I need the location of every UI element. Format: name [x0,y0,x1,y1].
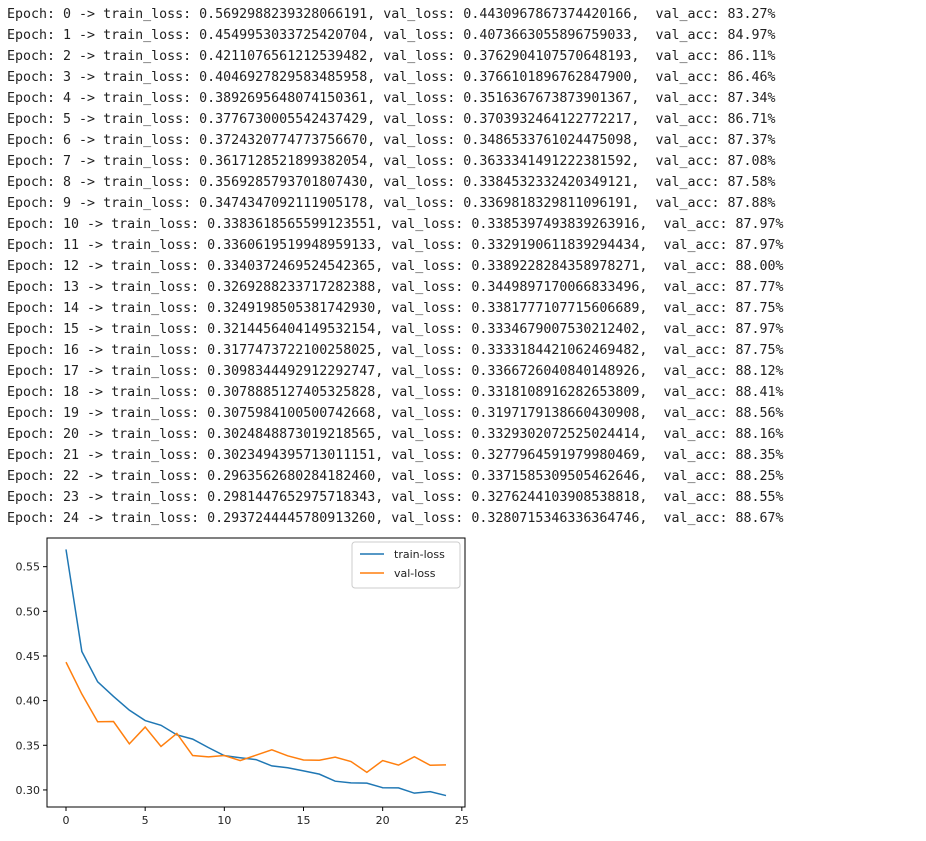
log-line: Epoch: 8 -> train_loss: 0.35692857937018… [7,175,776,190]
y-axis-ticks: 0.30 0.35 0.40 0.45 0.50 0.55 [16,561,47,797]
log-line: Epoch: 2 -> train_loss: 0.42110765612125… [7,49,776,64]
loss-chart: 0 5 10 15 20 25 0.30 0.35 0.40 0.45 0.50 0.55 trai… [16,537,469,827]
y-tick-label: 0.55 [16,561,41,574]
log-line: Epoch: 12 -> train_loss: 0.3340372469524… [7,259,784,274]
log-line: Epoch: 6 -> train_loss: 0.37243207747737… [7,133,776,148]
x-tick-label: 15 [297,814,311,827]
legend: train-loss val-loss [351,541,461,589]
x-tick-label: 10 [217,814,231,827]
log-line: Epoch: 21 -> train_loss: 0.3023494395713… [7,448,784,463]
plot-frame [46,537,466,808]
x-tick-label: 20 [376,814,390,827]
x-tick-label: 25 [455,814,469,827]
y-tick-label: 0.30 [16,784,41,797]
log-line: Epoch: 23 -> train_loss: 0.2981447652975… [7,490,784,505]
log-line: Epoch: 13 -> train_loss: 0.3269288233717… [7,280,784,295]
log-line: Epoch: 5 -> train_loss: 0.37767300055424… [7,112,776,127]
y-tick-label: 0.35 [16,739,41,752]
log-line: Epoch: 1 -> train_loss: 0.45499530337254… [7,28,776,43]
log-line: Epoch: 19 -> train_loss: 0.3075984100500… [7,406,784,421]
log-line: Epoch: 14 -> train_loss: 0.3249198505381… [7,301,784,316]
series-lines [65,549,447,797]
log-line: Epoch: 15 -> train_loss: 0.3214456404149… [7,322,784,337]
series-line-train-loss [65,549,447,797]
log-line: Epoch: 3 -> train_loss: 0.40469278295834… [7,70,776,85]
log-line: Epoch: 18 -> train_loss: 0.3078885127405… [7,385,784,400]
legend-label-train-loss: train-loss [394,548,445,561]
x-tick-label: 0 [63,814,70,827]
log-line: Epoch: 10 -> train_loss: 0.3383618565599… [7,217,784,232]
log-line: Epoch: 24 -> train_loss: 0.2937244445780… [7,511,784,526]
y-tick-label: 0.45 [16,650,41,663]
log-line: Epoch: 22 -> train_loss: 0.2963562680284… [7,469,784,484]
log-line: Epoch: 17 -> train_loss: 0.3098344492912… [7,364,784,379]
series-line-val-loss [65,661,447,774]
log-line: Epoch: 0 -> train_loss: 0.56929882393280… [7,7,776,22]
y-tick-label: 0.40 [16,695,41,708]
y-tick-label: 0.50 [16,605,41,618]
log-line: Epoch: 20 -> train_loss: 0.3024848873019… [7,427,784,442]
log-line: Epoch: 4 -> train_loss: 0.38926956480741… [7,91,776,106]
legend-label-val-loss: val-loss [394,567,436,580]
x-tick-label: 5 [142,814,149,827]
log-line: Epoch: 9 -> train_loss: 0.34743470921119… [7,196,776,211]
x-axis-ticks: 0 5 10 15 20 25 [63,807,469,827]
log-line: Epoch: 11 -> train_loss: 0.3360619519948… [7,238,784,253]
training-log-output: Epoch: 0 -> train_loss: 0.56929882393280… [0,4,926,529]
log-line: Epoch: 7 -> train_loss: 0.36171285218993… [7,154,776,169]
log-line: Epoch: 16 -> train_loss: 0.3177473722100… [7,343,784,358]
